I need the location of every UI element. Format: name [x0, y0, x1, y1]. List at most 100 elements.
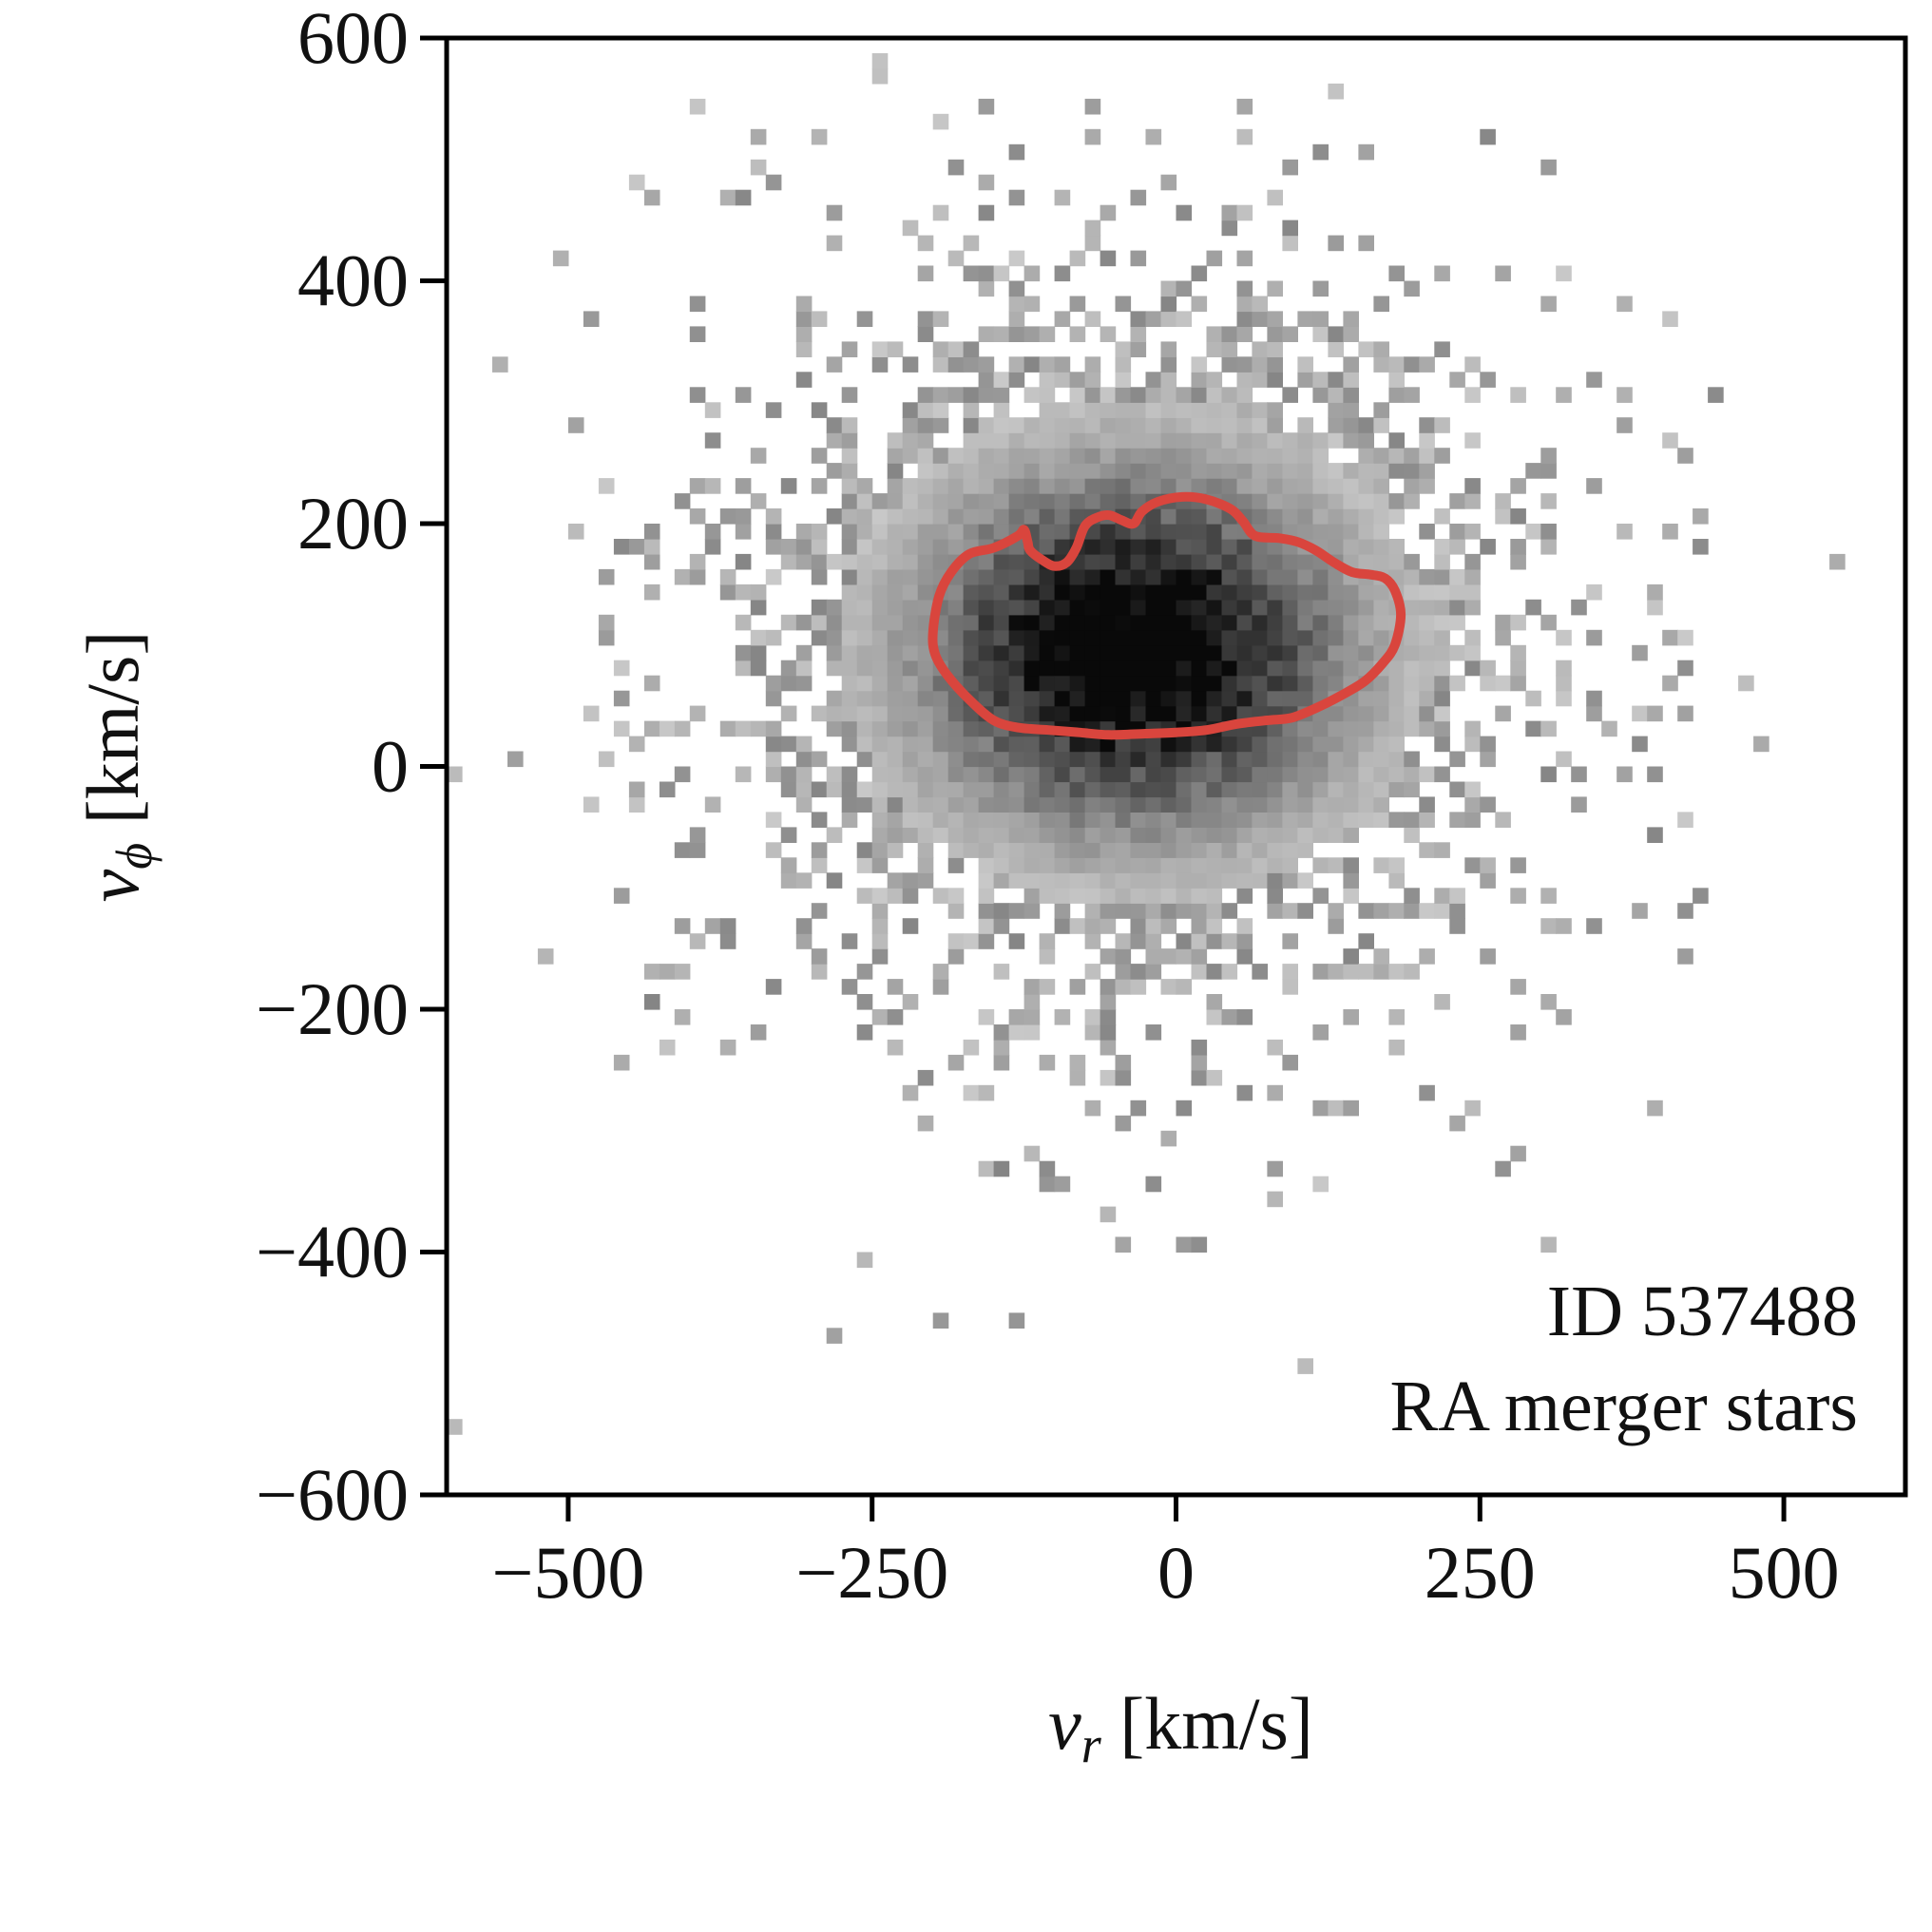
- histogram-bin: [1282, 812, 1298, 828]
- histogram-bin: [1312, 372, 1329, 388]
- histogram-bin: [1404, 553, 1420, 570]
- histogram-bin: [1464, 568, 1481, 585]
- histogram-bin: [902, 448, 919, 464]
- histogram-bin: [1100, 888, 1117, 904]
- histogram-bin: [1176, 417, 1193, 433]
- histogram-bin: [1176, 933, 1193, 949]
- histogram-bin: [811, 402, 828, 418]
- histogram-bin: [1084, 432, 1101, 449]
- histogram-bin: [1343, 387, 1359, 403]
- histogram-bin: [1297, 463, 1313, 479]
- histogram-bin: [1449, 372, 1465, 388]
- histogram-bin: [1373, 690, 1389, 707]
- histogram-bin: [1343, 493, 1359, 509]
- histogram-bin: [1100, 402, 1117, 418]
- histogram-bin: [917, 508, 934, 525]
- histogram-bin: [887, 720, 904, 737]
- histogram-bin: [811, 948, 828, 965]
- histogram-bin: [902, 599, 919, 616]
- histogram-bin: [1328, 796, 1344, 813]
- histogram-bin: [871, 614, 889, 631]
- histogram-bin: [947, 508, 965, 525]
- histogram-bin: [1084, 553, 1101, 570]
- histogram-bin: [1100, 857, 1117, 873]
- histogram-bin: [1176, 387, 1193, 403]
- histogram-bin: [871, 53, 889, 69]
- histogram-bin: [947, 493, 965, 509]
- histogram-bin: [583, 705, 600, 722]
- histogram-bin: [1054, 356, 1071, 373]
- histogram-bin: [1130, 903, 1147, 919]
- histogram-bin: [963, 842, 980, 858]
- histogram-bin: [1160, 812, 1177, 828]
- histogram-bin: [978, 1009, 995, 1025]
- histogram-bin: [1191, 751, 1208, 768]
- histogram-bin: [1434, 660, 1450, 677]
- histogram-bin: [1084, 599, 1101, 616]
- histogram-bin: [1191, 296, 1208, 313]
- histogram-bin: [1084, 918, 1101, 934]
- histogram-bin: [1419, 644, 1435, 661]
- histogram-bin: [1358, 720, 1374, 737]
- histogram-bin: [1373, 583, 1389, 601]
- histogram-bin: [1525, 720, 1541, 737]
- histogram-bin: [1343, 1100, 1359, 1117]
- histogram-bin: [1130, 675, 1147, 692]
- histogram-bin: [1008, 356, 1025, 373]
- histogram-bin: [1115, 766, 1132, 783]
- histogram-bin: [932, 463, 949, 479]
- histogram-bin: [1084, 751, 1101, 768]
- histogram-bin: [780, 705, 797, 722]
- histogram-bin: [1343, 705, 1359, 722]
- histogram-bin: [1556, 265, 1572, 282]
- histogram-bin: [1008, 568, 1025, 585]
- histogram-bin: [947, 842, 965, 858]
- histogram-bin: [1221, 766, 1238, 783]
- histogram-bin: [1480, 751, 1496, 768]
- histogram-bin: [856, 690, 873, 707]
- histogram-bin: [1449, 812, 1465, 828]
- histogram-bin: [963, 781, 980, 798]
- histogram-bin: [887, 629, 904, 646]
- histogram-bin: [1297, 493, 1313, 509]
- histogram-bin: [1434, 690, 1450, 707]
- histogram-bin: [1084, 629, 1101, 646]
- histogram-bin: [1404, 812, 1420, 828]
- histogram-bin: [1358, 705, 1374, 722]
- histogram-bin: [613, 720, 630, 737]
- histogram-bin: [1252, 766, 1268, 783]
- histogram-bin: [1556, 1009, 1572, 1025]
- histogram-bin: [1510, 979, 1526, 995]
- histogram-bin: [1160, 432, 1177, 449]
- histogram-bin: [1373, 614, 1389, 631]
- histogram-bin: [1312, 888, 1329, 904]
- histogram-bin: [1054, 918, 1071, 934]
- histogram-bin: [1176, 903, 1193, 919]
- histogram-bin: [978, 614, 995, 631]
- histogram-bin: [947, 448, 965, 464]
- histogram-bin: [1267, 751, 1283, 768]
- histogram-bin: [1008, 553, 1025, 570]
- histogram-bin: [993, 1054, 1010, 1071]
- histogram-bin: [1540, 539, 1557, 555]
- histogram-bin: [1206, 766, 1223, 783]
- histogram-bin: [1100, 553, 1117, 570]
- histogram-bin: [1693, 508, 1709, 525]
- histogram-bin: [1236, 842, 1253, 858]
- histogram-bin: [1282, 220, 1298, 237]
- histogram-bin: [902, 675, 919, 692]
- histogram-bin: [1434, 568, 1450, 585]
- histogram-bin: [1267, 766, 1283, 783]
- histogram-bin: [1160, 568, 1177, 585]
- histogram-bin: [1358, 903, 1374, 919]
- histogram-bin: [947, 796, 965, 813]
- histogram-bin: [1510, 660, 1526, 677]
- histogram-bin: [1069, 766, 1086, 783]
- histogram-bin: [932, 827, 949, 843]
- histogram-bin: [1404, 599, 1420, 616]
- histogram-bin: [1373, 599, 1389, 616]
- histogram-bin: [1616, 524, 1633, 540]
- histogram-bin: [1100, 614, 1117, 631]
- histogram-bin: [1176, 204, 1193, 221]
- histogram-bin: [826, 417, 843, 433]
